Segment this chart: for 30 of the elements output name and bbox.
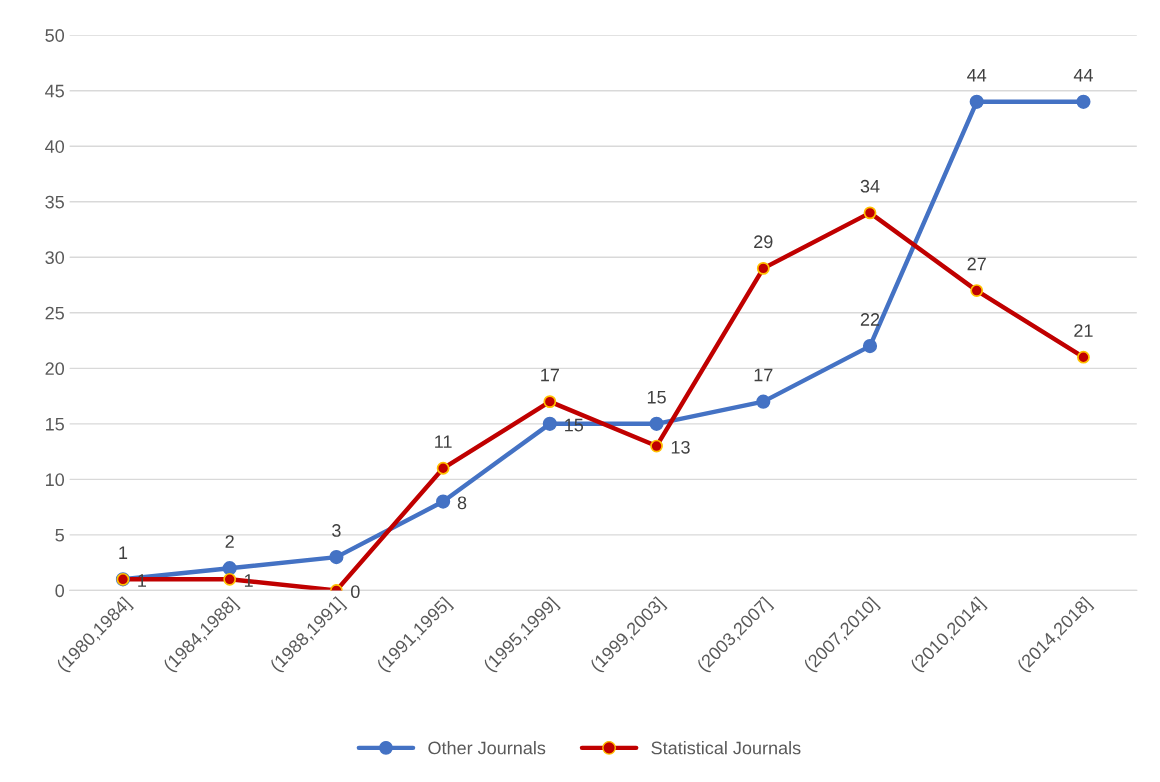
legend-label: Other Journals (428, 741, 546, 755)
y-tick-label: 50 (45, 29, 65, 42)
data-label: 15 (647, 391, 666, 404)
data-label: 34 (860, 179, 880, 193)
data-label: 13 (671, 440, 690, 454)
y-tick-label: 5 (55, 529, 64, 542)
y-tick-label: 35 (45, 195, 64, 209)
y-tick-label: 10 (46, 473, 65, 487)
data-label: 27 (967, 257, 986, 271)
y-tick-label: 0 (55, 584, 65, 598)
data-label: 11 (435, 435, 452, 448)
legend-label: Statistical Journals (651, 741, 801, 755)
y-tick-label: 25 (45, 306, 64, 320)
data-label: 17 (541, 368, 559, 382)
data-label: 2 (225, 535, 234, 548)
data-label: 8 (457, 496, 467, 510)
data-label: 44 (1073, 68, 1093, 82)
y-tick-label: 45 (45, 84, 64, 98)
data-label: 1 (119, 546, 128, 559)
data-label: 22 (860, 313, 880, 326)
data-label: 0 (350, 585, 360, 599)
data-label: 3 (332, 524, 341, 537)
data-label: 29 (754, 235, 773, 249)
data-label: 17 (754, 368, 773, 382)
y-tick-label: 40 (45, 140, 65, 153)
y-tick-label: 30 (45, 251, 65, 264)
data-label: 21 (1074, 324, 1093, 337)
data-label: 44 (967, 68, 987, 82)
y-tick-label: 20 (45, 362, 65, 376)
y-tick-label: 15 (46, 417, 64, 431)
